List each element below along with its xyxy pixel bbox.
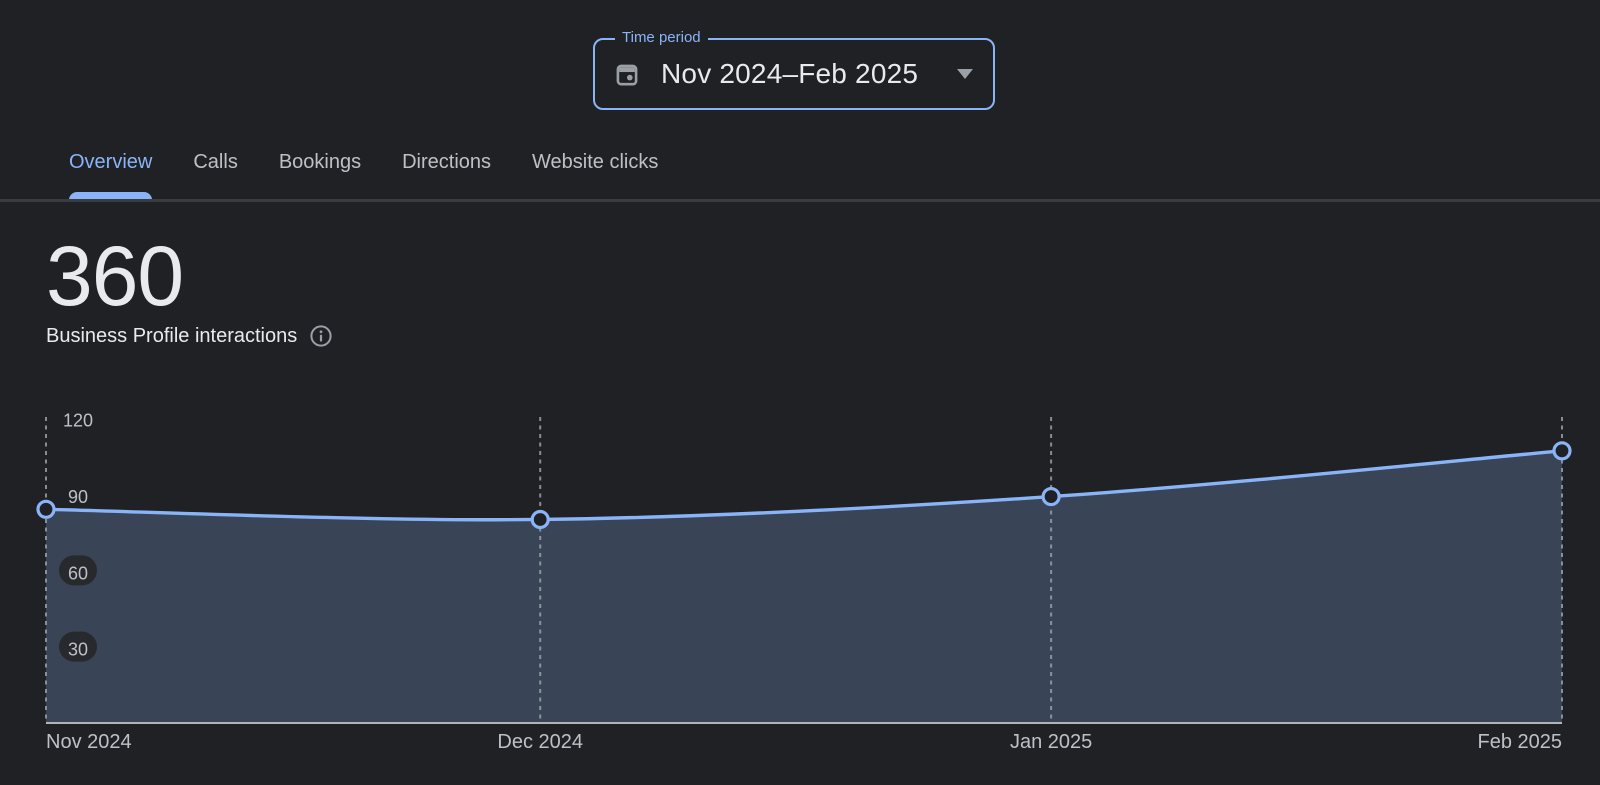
calendar-icon <box>616 64 638 86</box>
interactions-total: 360 <box>46 229 184 323</box>
data-point-feb-2025[interactable] <box>1552 441 1572 461</box>
metrics-tab-bar: Overview Calls Bookings Directions Website c… <box>69 150 658 201</box>
y-tick-pill-30 <box>59 631 97 662</box>
chart-line <box>44 449 1564 522</box>
data-point-jan-2025[interactable] <box>1041 486 1061 507</box>
x-tick-label-feb-2025: Feb 2025 <box>1477 731 1562 753</box>
y-tick-label-60: 60 <box>68 563 88 583</box>
y-tick-pill-60 <box>59 555 97 586</box>
x-tick-label-jan-2025: Jan 2025 <box>1010 731 1092 753</box>
y-tick-label-30: 30 <box>68 640 88 660</box>
data-point-dec-2024[interactable] <box>530 509 550 530</box>
tab-bookings[interactable]: Bookings <box>279 150 361 201</box>
y-tick-label-90: 90 <box>68 487 88 507</box>
chart-area-fill <box>46 450 1562 723</box>
time-period-field-label: Time period <box>615 29 708 46</box>
metric-label: Business Profile interactions <box>46 324 298 347</box>
tab-bar-divider <box>0 199 1600 202</box>
caret-down-icon <box>957 69 973 79</box>
time-period-value: Nov 2024–Feb 2025 <box>661 58 919 89</box>
x-tick-label-nov-2024: Nov 2024 <box>46 731 132 753</box>
info-icon[interactable] <box>309 324 333 348</box>
data-point-nov-2024[interactable] <box>36 499 56 519</box>
time-period-selector[interactable]: Time period Nov 2024–Feb 2025 <box>593 29 995 110</box>
x-tick-label-dec-2024: Dec 2024 <box>497 731 583 753</box>
tab-calls[interactable]: Calls <box>193 150 237 201</box>
metric-summary: 360 Business Profile interactions <box>46 229 332 347</box>
y-tick-label-120: 120 <box>63 411 93 431</box>
tab-directions[interactable]: Directions <box>402 150 491 201</box>
tab-overview[interactable]: Overview <box>69 150 153 201</box>
tab-website-clicks[interactable]: Website clicks <box>532 150 658 201</box>
